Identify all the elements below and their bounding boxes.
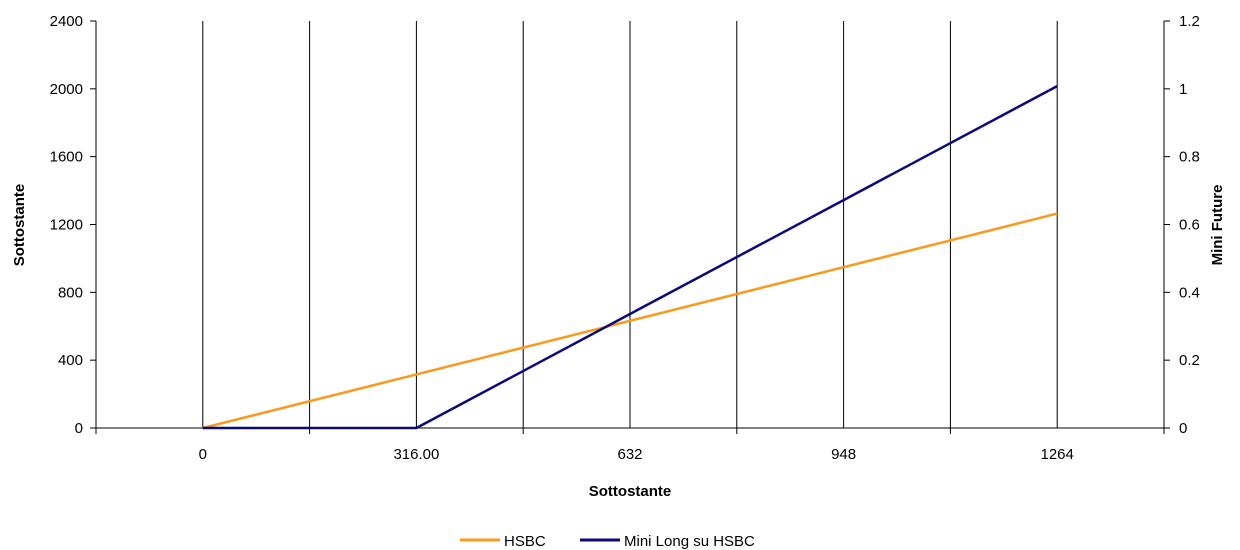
y-tick-label: 800 <box>58 284 83 301</box>
x-tick-label: 0 <box>199 446 207 463</box>
y-tick-label: 0 <box>75 420 83 437</box>
y-tick-label: 400 <box>58 352 83 369</box>
x-tick-label: 316.00 <box>393 446 439 463</box>
y-tick-label: 2400 <box>50 13 83 30</box>
y2-tick-label: 0.6 <box>1179 217 1200 234</box>
series-lines <box>202 84 1058 430</box>
y-axis-title: Sottostante <box>11 184 28 267</box>
y2-axis-title: Mini Future <box>1209 185 1226 266</box>
y2-tick-label: 0.4 <box>1179 284 1200 301</box>
x-tick-label: 632 <box>617 446 642 463</box>
y-tick-label: 1200 <box>50 217 83 234</box>
x-axis-title: Sottostante <box>589 483 672 500</box>
y2-tick-label: 1.2 <box>1179 13 1200 30</box>
tick-labels: 0 400 800 1200 1600 2000 2400 0 0.2 0.4 0.6 0.8 1 1.2… <box>50 13 1200 463</box>
x-tick-label: 1264 <box>1041 446 1074 463</box>
vertical-gridlines <box>202 21 1058 428</box>
legend-label-hsbc: HSBC <box>504 533 546 550</box>
series-line-mini-long <box>202 84 1058 430</box>
y2-tick-label: 0.2 <box>1179 352 1200 369</box>
y-tick-label: 1600 <box>50 149 83 166</box>
series-line-hsbc <box>202 212 1058 430</box>
y2-tick-label: 0.8 <box>1179 149 1200 166</box>
y2-tick-label: 0 <box>1179 420 1187 437</box>
y2-tick-label: 1 <box>1179 81 1187 98</box>
x-tick-label: 948 <box>831 446 856 463</box>
legend-label-mini-long: Mini Long su HSBC <box>624 533 755 550</box>
legend: HSBC Mini Long su HSBC <box>460 533 755 550</box>
y-tick-label: 2000 <box>50 81 83 98</box>
